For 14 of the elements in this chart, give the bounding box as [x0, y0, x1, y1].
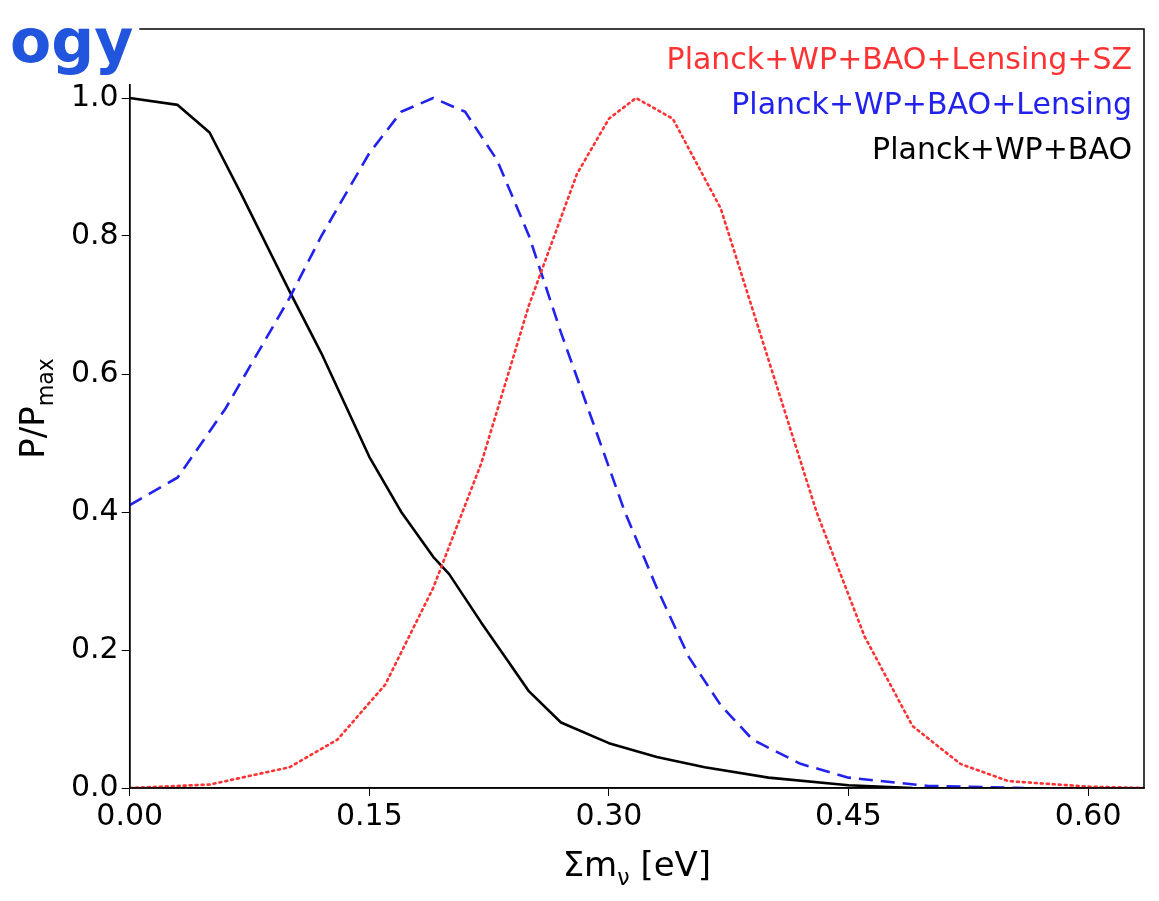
y-tick-label: 0.8 — [70, 215, 119, 251]
x-tick-label: 0.60 — [1054, 796, 1122, 832]
x-tick-label: 0.30 — [575, 796, 643, 832]
text: Planck+WP+BAO — [872, 131, 1133, 166]
series-label: Planck+WP+BAO+Lensing+SZ — [666, 41, 1133, 76]
y-tick-label: 0.4 — [70, 491, 119, 527]
x-tick-label: 0.15 — [335, 796, 403, 832]
y-tick-label: 0.6 — [70, 353, 119, 389]
x-tick-label: 0.45 — [815, 796, 882, 832]
y-tick-label: 0.2 — [70, 629, 119, 665]
annotation: ogy — [10, 5, 134, 76]
y-axis-title: P/Pmax — [12, 358, 58, 459]
text: Planck+WP+BAO+Lensing — [731, 86, 1133, 121]
y-tick-label: 1.0 — [70, 77, 119, 113]
